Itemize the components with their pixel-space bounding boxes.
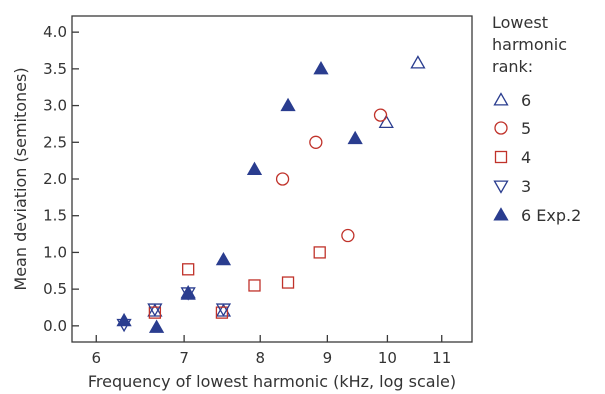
data-point bbox=[116, 312, 132, 327]
x-axis-label: Frequency of lowest harmonic (kHz, log s… bbox=[88, 372, 456, 391]
data-point bbox=[248, 279, 261, 292]
data-point bbox=[147, 303, 163, 317]
data-point bbox=[246, 161, 263, 175]
data-point bbox=[280, 97, 296, 112]
x-tick-label: 11 bbox=[432, 349, 451, 367]
data-points bbox=[116, 55, 426, 333]
legend-item: 6 bbox=[493, 91, 531, 110]
data-point bbox=[313, 246, 326, 259]
data-point bbox=[281, 276, 295, 289]
legend-marker bbox=[493, 180, 509, 194]
series-1 bbox=[275, 108, 388, 243]
x-tick-label: 10 bbox=[378, 349, 397, 367]
x-tick-label: 8 bbox=[255, 349, 265, 367]
data-point bbox=[347, 130, 363, 145]
y-tick-label: 1.0 bbox=[43, 243, 67, 261]
data-point bbox=[180, 286, 196, 300]
x-tick-label: 6 bbox=[91, 349, 101, 367]
x-tick-label: 9 bbox=[323, 349, 333, 367]
legend-marker bbox=[494, 121, 508, 135]
legend-item: 4 bbox=[494, 148, 531, 167]
data-point bbox=[215, 303, 232, 317]
y-tick-label: 2.5 bbox=[43, 133, 67, 151]
data-point bbox=[215, 306, 229, 319]
y-tick-label: 4.0 bbox=[43, 23, 67, 41]
data-point bbox=[410, 55, 426, 69]
legend-title-line: harmonic bbox=[492, 35, 567, 54]
data-point bbox=[182, 263, 195, 276]
legend-marker bbox=[494, 150, 508, 164]
legend-marker bbox=[493, 92, 509, 106]
data-point bbox=[373, 108, 388, 122]
y-axis-label: Mean deviation (semitones) bbox=[11, 67, 30, 290]
legend-item: 6 Exp.2 bbox=[493, 206, 581, 225]
legend-label: 4 bbox=[521, 148, 531, 167]
data-point bbox=[313, 61, 329, 75]
series-2 bbox=[148, 246, 326, 319]
y-tick-label: 3.5 bbox=[43, 60, 67, 78]
legend-label: 3 bbox=[521, 177, 531, 196]
legend-label: 5 bbox=[521, 119, 531, 138]
legend-marker bbox=[493, 207, 509, 221]
y-tick-label: 0.0 bbox=[43, 317, 67, 335]
legend-item: 3 bbox=[493, 177, 531, 196]
x-tick-label: 7 bbox=[179, 349, 189, 367]
legend-title-line: Lowest bbox=[492, 13, 548, 32]
data-point bbox=[378, 114, 394, 128]
y-tick-label: 3.0 bbox=[43, 97, 67, 115]
series-4 bbox=[116, 61, 363, 333]
data-point bbox=[309, 135, 323, 149]
data-point bbox=[148, 319, 165, 333]
data-point bbox=[275, 172, 290, 186]
y-tick-label: 0.5 bbox=[43, 280, 67, 298]
legend-title-line: rank: bbox=[492, 57, 533, 76]
data-point bbox=[148, 306, 162, 319]
y-tick-label: 1.5 bbox=[43, 207, 67, 225]
legend-label: 6 bbox=[521, 91, 531, 110]
data-point bbox=[215, 251, 232, 266]
y-tick-label: 2.0 bbox=[43, 170, 67, 188]
data-point bbox=[341, 228, 355, 243]
axes: 0.0 0.5 1.0 1.5 2.0 2.5 3.0 3.5 4.0 6 7 8 9 10 11 bbox=[43, 15, 473, 367]
legend-item: 5 bbox=[494, 119, 531, 138]
legend-label: 6 Exp.2 bbox=[521, 206, 581, 225]
legend: Lowest harmonic rank: 6 5 4 3 6 Exp.2 bbox=[492, 13, 581, 225]
